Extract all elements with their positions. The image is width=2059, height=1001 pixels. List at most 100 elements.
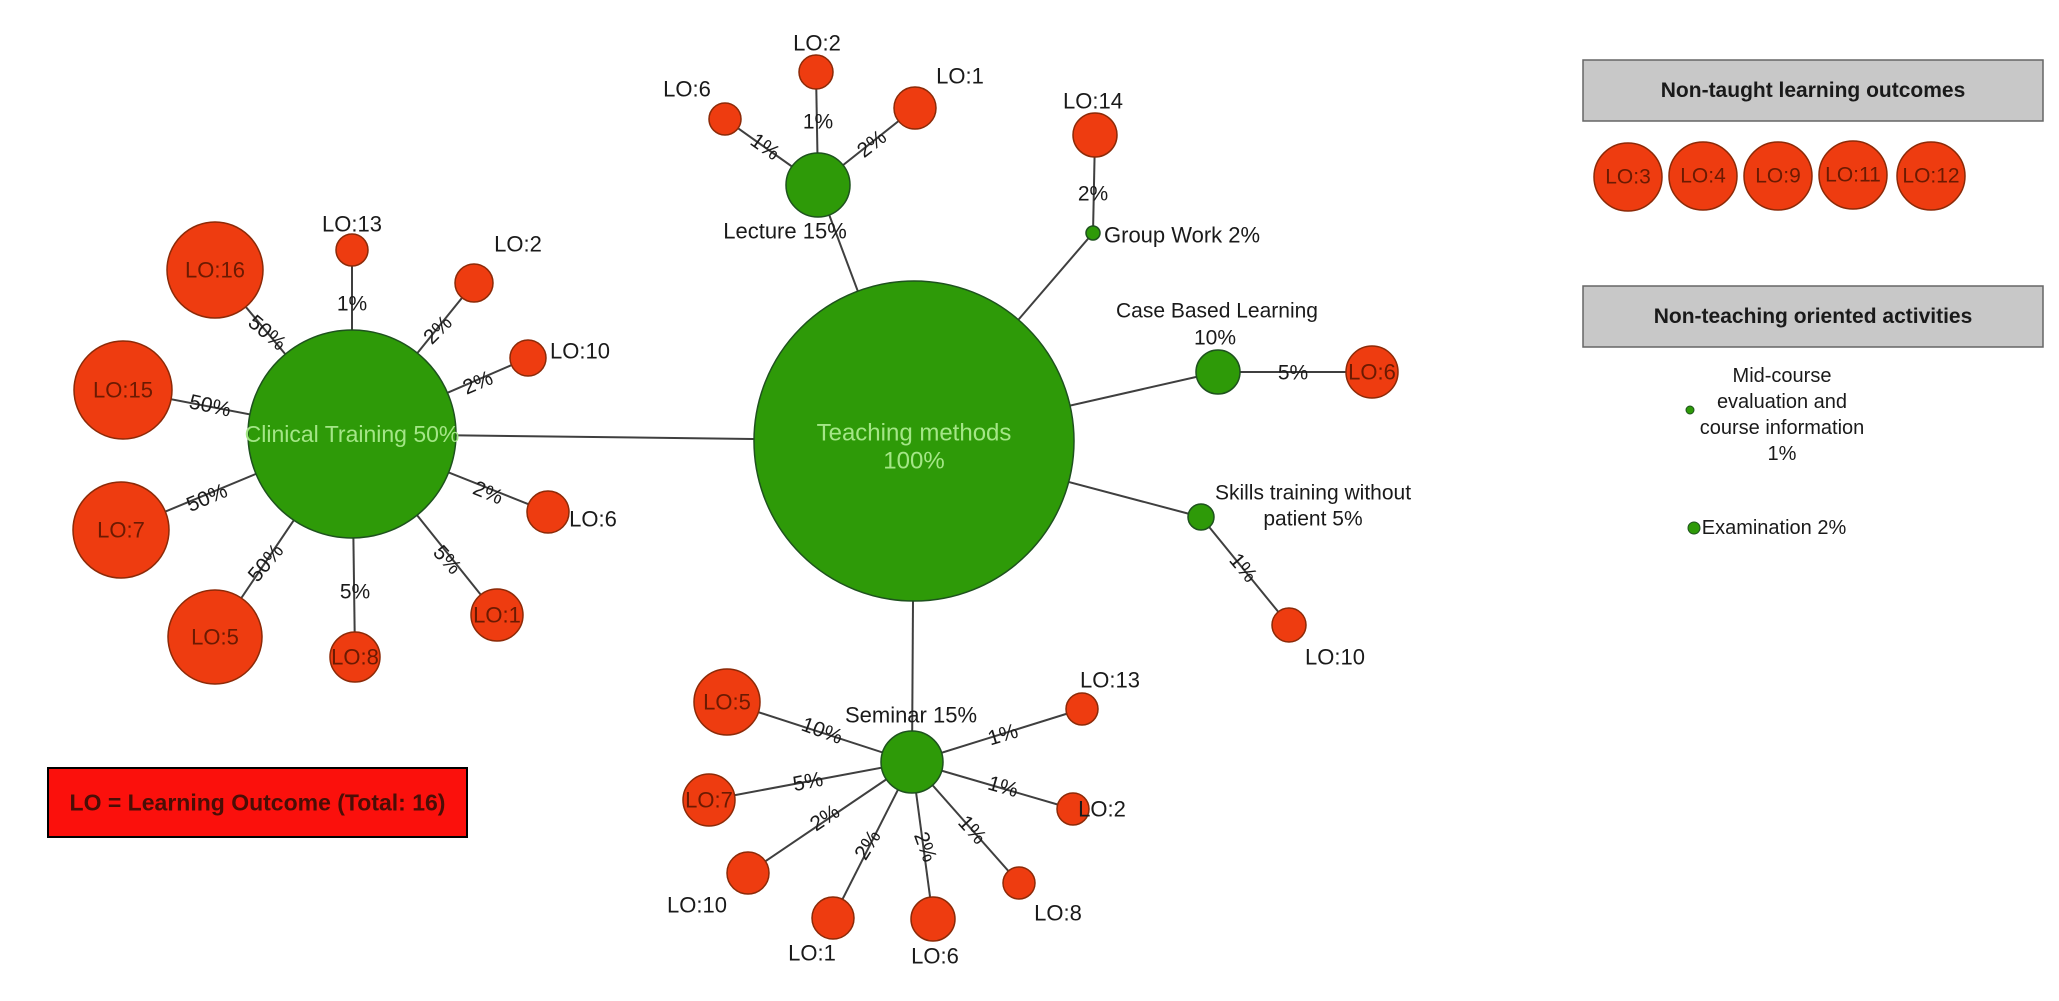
label-lo-14-4: LO:14: [1063, 89, 1123, 114]
node-teaching-methods-node: [753, 280, 1075, 602]
non-taught-lo-11-label: LO:11: [1825, 164, 1881, 187]
lo15-clinical-circle: [73, 340, 173, 440]
lo1-clinical-circle: [470, 588, 524, 642]
lo13-seminar-circle: [1065, 692, 1099, 726]
lo14-group-work-circle: [1072, 112, 1118, 158]
lo15-clinical-label: LO:15: [93, 378, 153, 403]
edge-label-clinical-lo7: 50%: [183, 479, 231, 517]
non-taught-lo-4-label: LO:4: [1680, 165, 1726, 188]
node-clinical-training-label: Clinical Training 50%: [245, 421, 460, 447]
lo5-seminar-label: LO:5: [703, 690, 751, 715]
lo6-lecture-circle: [708, 102, 742, 136]
label-lo-10-21: LO:10: [667, 893, 727, 918]
edge-seminar-lo10: [747, 761, 913, 874]
edge-label-seminar-lo2: 1%: [985, 772, 1021, 802]
label-lo-6-0: LO:6: [663, 77, 711, 102]
edge-seminar-lo7: [708, 761, 913, 801]
lo10-clinical-circle: [509, 339, 547, 377]
lo5-seminar-circle: [693, 668, 761, 736]
label-lo-6-19: LO:6: [911, 944, 959, 969]
label-lo-1-20: LO:1: [788, 941, 836, 966]
activity-1: 1%: [1768, 443, 1797, 465]
lo16-clinical-circle: [166, 221, 264, 319]
lo1-seminar-circle: [811, 896, 855, 940]
non-taught-lo-11-circle: [1818, 140, 1888, 210]
edge-label-skills-lo10: 1%: [1224, 549, 1261, 587]
non-taught-lo-12-label: LO:12: [1902, 165, 1959, 188]
lo1-lecture-circle: [893, 86, 937, 130]
lo16-clinical-label: LO:16: [185, 258, 245, 283]
label-lo-2-17: LO:2: [1078, 797, 1126, 822]
lo13-clinical-circle: [335, 233, 369, 267]
lo2-clinical-circle: [454, 263, 494, 303]
label-lo-8-18: LO:8: [1034, 901, 1082, 926]
activity-dot-0: [1685, 405, 1695, 415]
lo6-case-based-label: LO:6: [1348, 360, 1396, 385]
lo8-clinical-label: LO:8: [331, 645, 379, 670]
node-lecture-node: [785, 152, 851, 218]
panel-header-non-taught-learning-outcomes: Non-taught learning outcomes: [1661, 79, 1966, 102]
label-lo-13-16: LO:13: [1080, 668, 1140, 693]
legend-text: LO = Learning Outcome (Total: 16): [70, 790, 446, 816]
edge-label-clinical-lo10: 2%: [460, 366, 497, 399]
node-seminar-node: [880, 730, 944, 794]
panel-header-box-non-taught-learning-outcomes: [1582, 59, 2044, 122]
edge-label-seminar-lo6: 2%: [909, 829, 941, 865]
label-lo-2-1: LO:2: [793, 31, 841, 56]
label-seminar-15-15: Seminar 15%: [845, 703, 977, 728]
node-teaching-methods-label: Teaching methods: [817, 420, 1012, 447]
node-case-based-learning-node: [1195, 349, 1241, 395]
label-lo-6-14: LO:6: [569, 507, 617, 532]
label-case-based-learning-6: Case Based Learning: [1116, 300, 1318, 323]
panel-header-non-teaching-oriented-activities: Non-teaching oriented activities: [1654, 305, 1973, 328]
edge-label-clinical-lo8: 5%: [340, 581, 370, 604]
label-lo-13-11: LO:13: [322, 212, 382, 237]
non-taught-lo-3-circle: [1593, 142, 1663, 212]
lo10-seminar-circle: [726, 851, 770, 895]
label-skills-training-without-8: Skills training without: [1215, 482, 1411, 505]
activity-evaluation-and: evaluation and: [1717, 391, 1847, 413]
edge-label-lecture-lo2: 1%: [803, 111, 833, 134]
edge-label-lecture-lo6: 1%: [746, 129, 784, 165]
lo8-seminar-circle: [1002, 866, 1036, 900]
edge-label-cbl-lo6: 5%: [1278, 362, 1308, 385]
label-lo-2-12: LO:2: [494, 232, 542, 257]
lo10-skills-circle: [1271, 607, 1307, 643]
lo6-case-based-circle: [1345, 345, 1399, 399]
legend-box: [47, 767, 468, 838]
edge-label-seminar-lo1: 2%: [850, 826, 886, 864]
edge-label-clinical-lo5: 50%: [244, 540, 289, 587]
non-taught-lo-4-circle: [1668, 141, 1738, 211]
edge-label-groupwork-lo14: 2%: [1078, 183, 1108, 206]
lo2-lecture-circle: [798, 54, 834, 90]
lo7-clinical-label: LO:7: [97, 518, 145, 543]
label-lo-1-2: LO:1: [936, 64, 984, 89]
edge-label-clinical-lo15: 50%: [187, 390, 233, 421]
edge-label-clinical-lo1: 5%: [428, 541, 465, 579]
label-patient-5-9: patient 5%: [1263, 508, 1362, 531]
edge-label-seminar-lo5: 10%: [798, 713, 845, 749]
lo7-clinical-circle: [72, 481, 170, 579]
activity-examination-2: Examination 2%: [1702, 517, 1847, 539]
node-teaching-methods-label: 100%: [883, 448, 944, 475]
panel-header-box-non-teaching-oriented-activities: [1582, 285, 2044, 348]
edge-label-clinical-lo13: 1%: [337, 293, 367, 316]
activity-dot-1: [1687, 521, 1701, 535]
lo6-seminar-circle: [910, 896, 956, 942]
node-skills-training-node: [1187, 503, 1215, 531]
edge-skills-lo10: [1200, 516, 1290, 626]
lo2-seminar-circle: [1056, 792, 1090, 826]
non-taught-lo-12-circle: [1896, 141, 1966, 211]
lo5-clinical-circle: [167, 589, 263, 685]
label-lecture-15-3: Lecture 15%: [723, 219, 847, 244]
activity-mid-course: Mid-course: [1733, 365, 1832, 387]
node-group-work-node: [1085, 225, 1101, 241]
lo5-clinical-label: LO:5: [191, 625, 239, 650]
lo7-seminar-label: LO:7: [685, 788, 733, 813]
edge-label-clinical-lo16: 50%: [244, 311, 291, 356]
label-lo-10-10: LO:10: [1305, 645, 1365, 670]
non-taught-lo-9-label: LO:9: [1755, 165, 1801, 188]
edge-label-seminar-lo13: 1%: [985, 720, 1021, 751]
lo1-clinical-label: LO:1: [473, 603, 521, 628]
